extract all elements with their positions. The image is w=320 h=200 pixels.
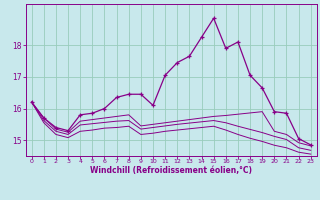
X-axis label: Windchill (Refroidissement éolien,°C): Windchill (Refroidissement éolien,°C)	[90, 166, 252, 175]
